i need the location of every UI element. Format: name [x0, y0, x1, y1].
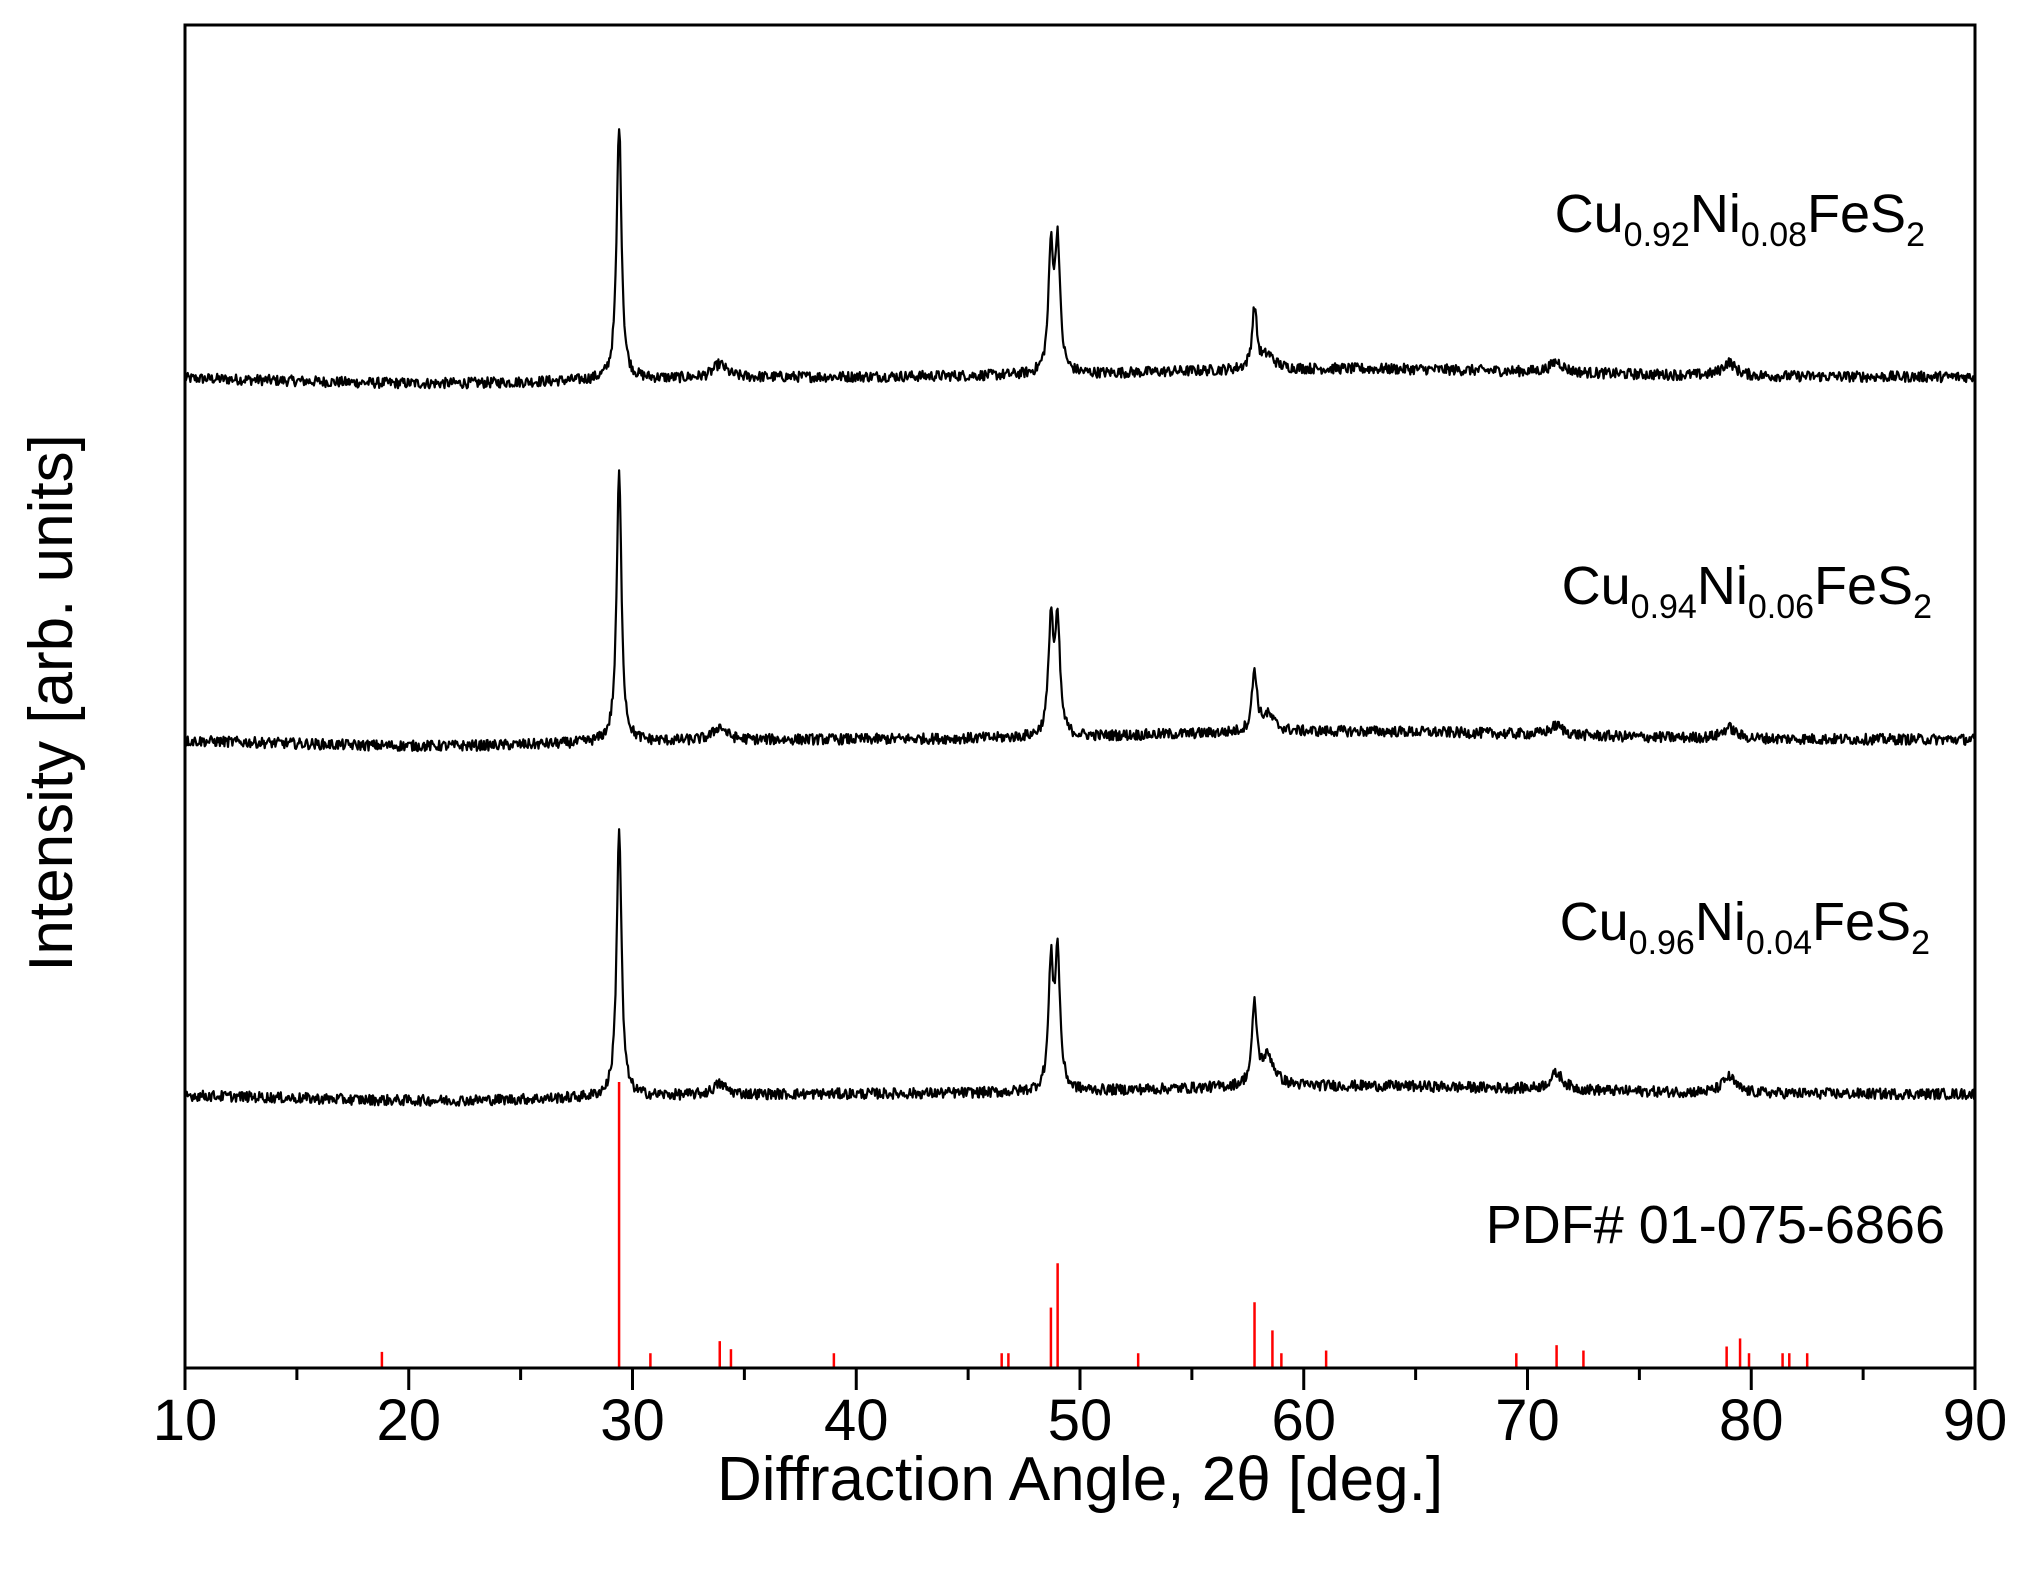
reference-stick-pattern	[380, 1081, 1809, 1368]
x-tick-label: 30	[600, 1388, 665, 1453]
x-tick-label: 90	[1943, 1388, 2008, 1453]
series-line	[184, 469, 1977, 753]
y-axis-title: Intensity [arb. units]	[17, 434, 86, 972]
series-label: Cu0.96Ni0.04FeS2	[1560, 892, 1930, 962]
x-tick-label: 50	[1048, 1388, 1113, 1453]
series-label: PDF# 01-075-6866	[1486, 1195, 1945, 1255]
x-tick-label: 70	[1495, 1388, 1560, 1453]
x-tick-label: 60	[1271, 1388, 1336, 1453]
diffraction-traces	[183, 128, 1977, 1107]
series-label: Cu0.92Ni0.08FeS2	[1555, 184, 1925, 254]
x-tick-label: 10	[153, 1388, 218, 1453]
series-label: Cu0.94Ni0.06FeS2	[1562, 556, 1932, 626]
x-axis-title: Diffraction Angle, 2θ [deg.]	[717, 1445, 1443, 1514]
x-tick-label: 20	[376, 1388, 441, 1453]
series-labels: Cu0.92Ni0.08FeS2 Cu0.94Ni0.06FeS2 Cu0.96Ni…	[1486, 184, 1945, 1255]
series-line	[183, 828, 1977, 1107]
x-axis-ticks: 10 20 30 40 50 60 70 80 90	[153, 1368, 2008, 1453]
x-tick-label: 40	[824, 1388, 889, 1453]
series-line	[183, 128, 1977, 390]
x-tick-label: 80	[1719, 1388, 1784, 1453]
